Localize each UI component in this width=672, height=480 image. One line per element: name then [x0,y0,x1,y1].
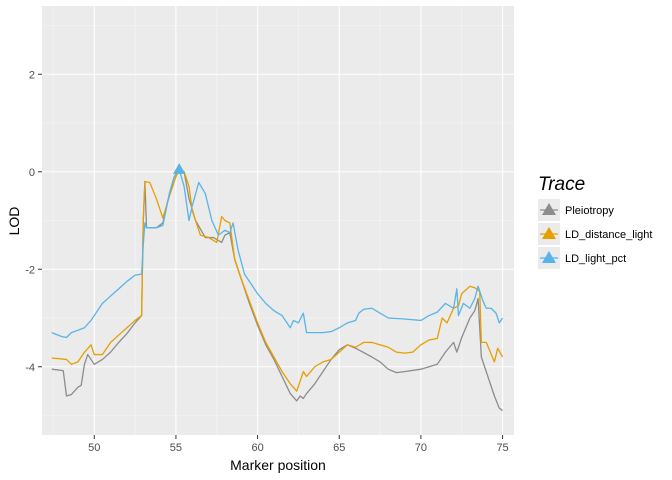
x-tick-label: 75 [496,442,508,454]
x-tick-label: 55 [170,442,182,454]
series-lines [51,168,504,412]
legend-key-marker [542,227,556,239]
x-tick-label: 70 [415,442,427,454]
y-tick-label: -2 [25,264,35,276]
x-axis-ticks: 50 55 60 65 70 75 [88,435,509,454]
legend: Trace Pleiotropy LD_distance_light LD_ligh… [538,174,652,269]
x-tick-label: 65 [333,442,345,454]
legend-title: Trace [538,174,585,195]
y-tick-label: -4 [25,362,35,374]
legend-key-marker [542,251,556,263]
legend-label-LD_distance_light: LD_distance_light [565,229,652,241]
legend-items: Pleiotropy LD_distance_light LD_light_pct [538,199,652,269]
y-axis-title: LOD [6,207,22,236]
x-tick-label: 60 [251,442,263,454]
y-tick-label: 2 [29,69,35,81]
y-axis-ticks: 2 0 -2 -4 [25,69,42,374]
peak-marker-LD_light_pct [173,163,186,174]
x-axis-title: Marker position [230,457,326,473]
legend-key-marker [542,203,556,215]
legend-label-Pleiotropy: Pleiotropy [565,205,614,217]
peak-markers [173,163,186,174]
series-line-LD_light_pct [51,168,504,339]
legend-label-LD_light_pct: LD_light_pct [565,253,626,265]
grid-minor [42,6,514,435]
series-line-LD_distance_light [51,169,504,392]
series-line-Pleiotropy [51,168,503,412]
x-tick-label: 50 [88,442,100,454]
y-tick-label: 0 [29,167,35,179]
